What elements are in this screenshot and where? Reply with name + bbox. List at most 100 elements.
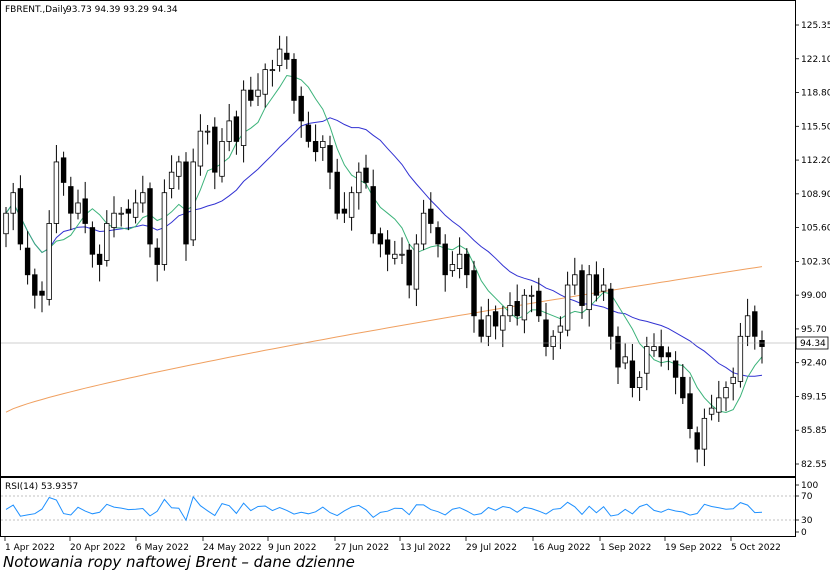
rsi-tick-label: 70 (801, 492, 813, 502)
price-tick-label: 82.55 (801, 460, 827, 470)
candle (269, 59, 276, 87)
price-panel (0, 0, 796, 477)
candle (392, 240, 398, 265)
candle (348, 186, 355, 231)
price-tick-label: 108.90 (801, 190, 830, 200)
candle (608, 282, 614, 350)
candle (183, 152, 189, 261)
candle (161, 179, 168, 271)
candle (723, 381, 729, 412)
candle (312, 124, 319, 162)
candle (377, 227, 384, 258)
candle (24, 231, 31, 285)
candle (248, 76, 254, 107)
candle (176, 155, 182, 190)
ma-fast-layer (5, 74, 763, 414)
candle (39, 281, 45, 313)
time-tick-label: 19 Sep 2022 (665, 543, 722, 553)
current-price-box (795, 336, 829, 350)
candle (363, 154, 369, 189)
candle (413, 234, 420, 307)
candle (471, 260, 477, 333)
rsi-layer (5, 495, 763, 522)
candle (334, 158, 340, 220)
time-tick-label: 13 Jul 2022 (400, 543, 451, 553)
candle (46, 210, 52, 306)
candle (341, 192, 348, 223)
candle (255, 73, 261, 107)
price-tick-label: 125.35 (801, 21, 830, 31)
candle (96, 244, 103, 282)
candle (305, 111, 312, 148)
candle (665, 346, 672, 371)
candle (75, 189, 81, 220)
candle (737, 322, 744, 388)
candle (572, 257, 578, 295)
candle (636, 371, 643, 401)
candle (536, 277, 542, 322)
candle (140, 175, 146, 213)
candle (478, 306, 484, 343)
candle (284, 36, 290, 70)
candle (111, 196, 117, 238)
candle (190, 148, 196, 247)
price-tick-label: 89.15 (801, 392, 827, 402)
time-tick-label: 16 Aug 2022 (533, 543, 591, 553)
rsi-tick-label: 30 (801, 516, 813, 526)
candle (276, 35, 283, 72)
candle (752, 305, 758, 350)
rsi-panel (0, 477, 796, 537)
candle (60, 151, 67, 196)
price-tick-label: 118.80 (801, 89, 830, 99)
candle (730, 367, 736, 401)
time-tick-label: 27 Jun 2022 (335, 543, 389, 553)
candle (298, 86, 304, 138)
candle (262, 63, 268, 108)
candle (132, 189, 139, 224)
candle (435, 221, 441, 258)
ma-slow-layer (5, 266, 763, 413)
time-tick-label: 5 Oct 2022 (731, 543, 781, 553)
candle (125, 199, 132, 231)
candle (154, 238, 160, 282)
time-tick-label: 24 May 2022 (203, 543, 262, 553)
candle (528, 285, 535, 313)
time-tick-label: 6 May 2022 (136, 543, 189, 553)
price-tick-label: 85.85 (801, 426, 827, 436)
candle (600, 268, 607, 301)
price-tick-label: 105.60 (801, 224, 830, 234)
price-tick-label: 102.30 (801, 257, 830, 267)
price-tick-label: 112.20 (801, 156, 830, 166)
candle (492, 305, 499, 340)
candles-layer (3, 35, 765, 467)
ohlc-label: 93.73 94.39 93.29 94.34 (66, 5, 178, 15)
candle (629, 343, 636, 398)
candle (89, 221, 96, 268)
candle (485, 298, 492, 347)
candle (521, 289, 528, 334)
candle (291, 53, 297, 114)
candle (680, 363, 686, 404)
candle (118, 207, 124, 227)
candle (384, 230, 391, 272)
ma-slow-line (5, 266, 763, 413)
candle (744, 298, 751, 347)
candle (320, 135, 326, 161)
candle (759, 330, 765, 364)
candle (219, 128, 225, 183)
candle (226, 103, 232, 152)
candle (449, 251, 456, 277)
candle (233, 110, 240, 155)
candle (672, 351, 679, 395)
candle (420, 199, 427, 251)
candle (658, 329, 664, 367)
figure-caption: Notowania ropy naftowej Brent – dane dzi… (3, 553, 355, 571)
candle (615, 326, 621, 384)
candle (507, 292, 513, 322)
candle (428, 192, 434, 234)
candle (10, 182, 16, 231)
candle (644, 336, 650, 391)
candle (327, 135, 333, 190)
